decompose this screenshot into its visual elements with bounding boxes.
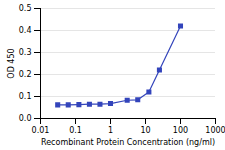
svg-text:0.3: 0.3 xyxy=(19,48,32,57)
svg-text:0.01: 0.01 xyxy=(32,126,50,135)
svg-text:10: 10 xyxy=(140,126,150,135)
svg-text:OD 450: OD 450 xyxy=(7,48,16,78)
svg-text:0.2: 0.2 xyxy=(19,70,32,79)
svg-text:0.0: 0.0 xyxy=(19,114,32,123)
svg-text:0.1: 0.1 xyxy=(69,126,82,135)
svg-text:100: 100 xyxy=(173,126,188,135)
svg-text:Recombinant Protein Concentrat: Recombinant Protein Concentration (ng/ml… xyxy=(41,138,215,147)
svg-text:1: 1 xyxy=(108,126,113,135)
svg-text:0.4: 0.4 xyxy=(19,26,32,35)
svg-text:0.1: 0.1 xyxy=(19,92,32,101)
svg-text:0.5: 0.5 xyxy=(19,4,32,13)
svg-text:1000: 1000 xyxy=(205,126,225,135)
